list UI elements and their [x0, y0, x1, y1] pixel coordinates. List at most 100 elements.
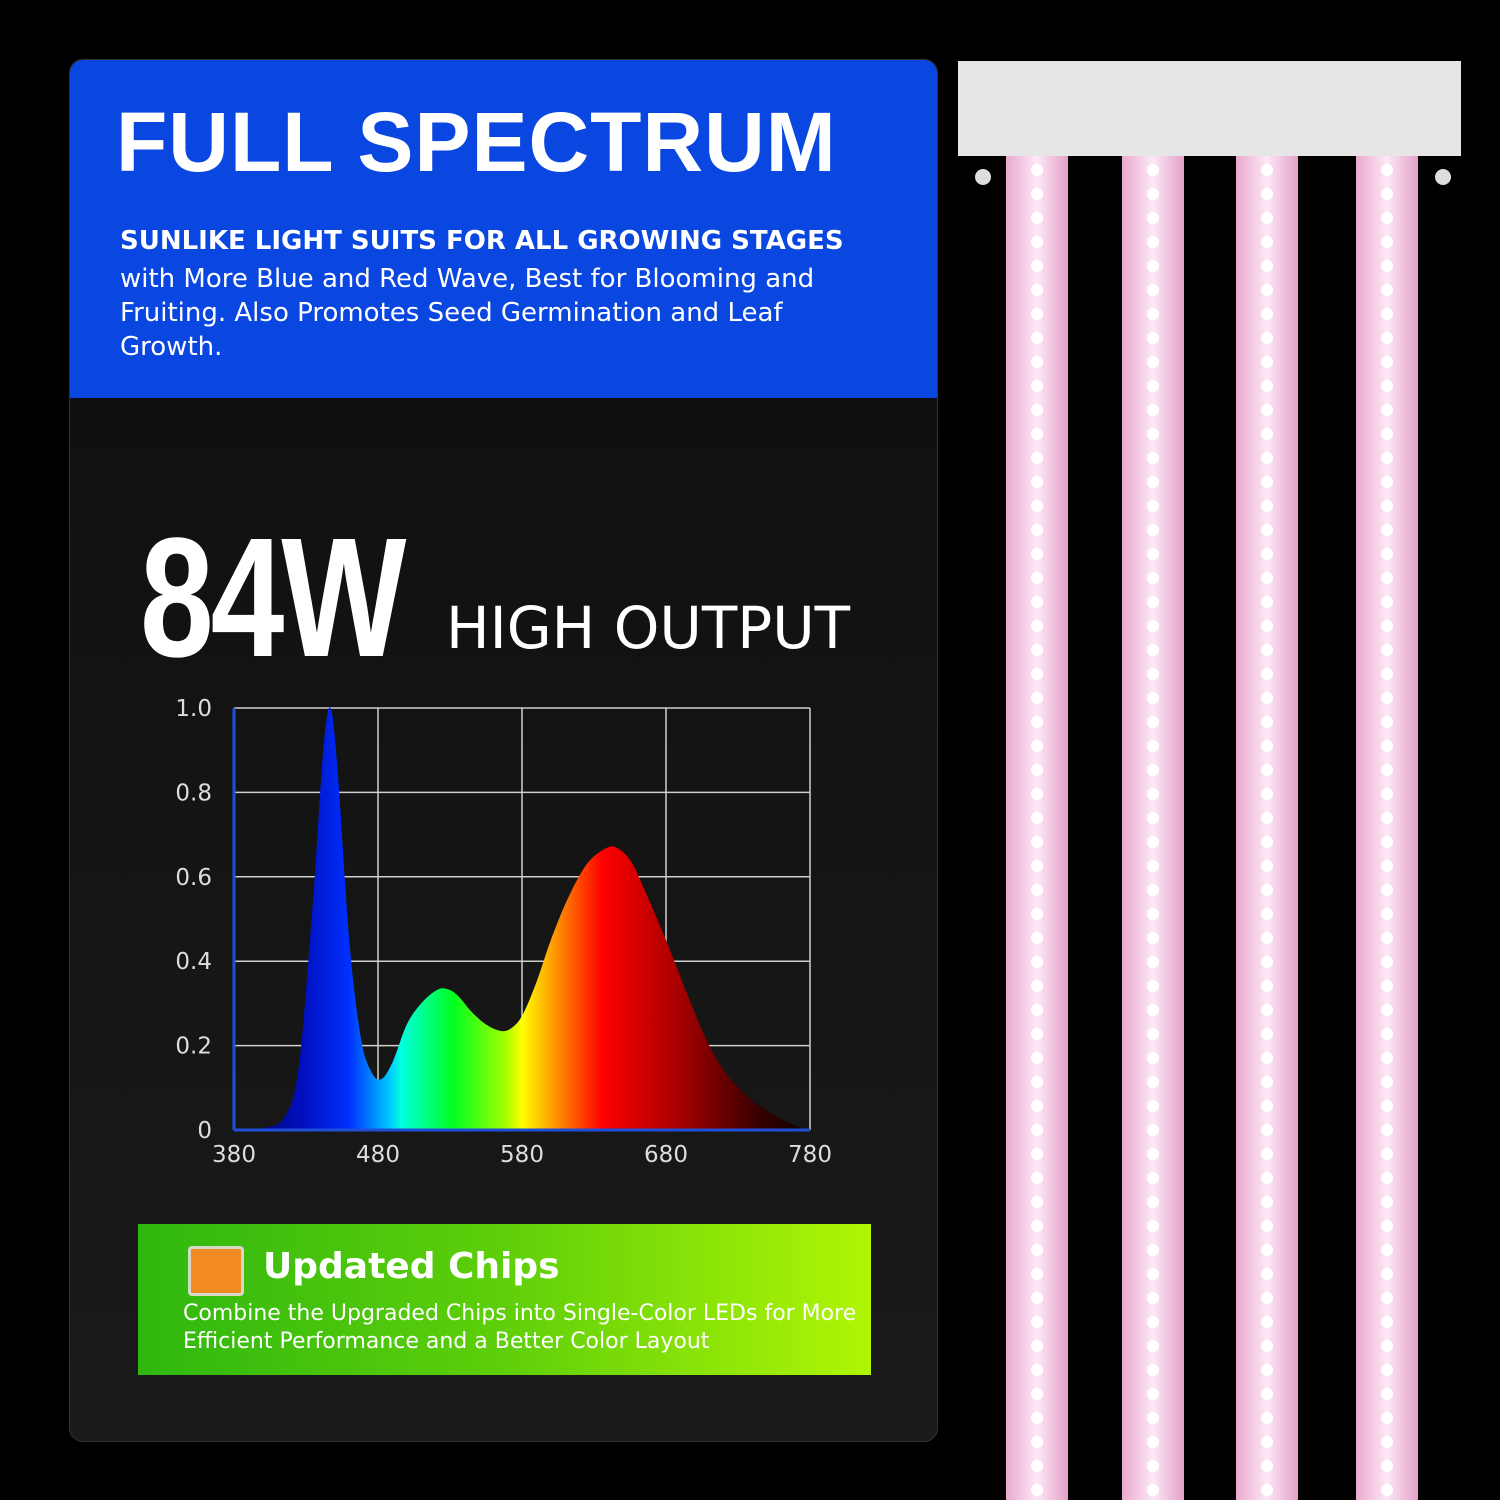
- led-dot: [1381, 932, 1393, 944]
- led-dot: [1261, 332, 1273, 344]
- led-dot: [1147, 1172, 1159, 1184]
- led-dot: [1261, 692, 1273, 704]
- led-dot: [1031, 1388, 1043, 1400]
- led-dot: [1261, 236, 1273, 248]
- led-dot: [1031, 812, 1043, 824]
- led-dot: [1261, 596, 1273, 608]
- led-dot: [1261, 212, 1273, 224]
- led-dot: [1147, 380, 1159, 392]
- led-dot: [1147, 308, 1159, 320]
- led-dot: [1261, 1148, 1273, 1160]
- led-dot: [1381, 500, 1393, 512]
- led-dot: [1147, 788, 1159, 800]
- led-dot: [1381, 356, 1393, 368]
- led-dot: [1031, 164, 1043, 176]
- led-dot: [1381, 1388, 1393, 1400]
- led-dot: [1147, 1028, 1159, 1040]
- led-dot: [1031, 260, 1043, 272]
- x-tick-label: 380: [212, 1142, 256, 1168]
- led-dot: [1147, 332, 1159, 344]
- description: with More Blue and Red Wave, Best for Bl…: [120, 264, 815, 362]
- led-dot: [1031, 236, 1043, 248]
- led-dot: [1031, 1124, 1043, 1136]
- led-dot: [1147, 1124, 1159, 1136]
- led-dot: [1381, 860, 1393, 872]
- led-dot: [1031, 548, 1043, 560]
- led-dot: [1381, 764, 1393, 776]
- led-dot: [1031, 380, 1043, 392]
- x-tick-label: 780: [788, 1142, 832, 1168]
- led-dot: [1031, 1460, 1043, 1472]
- led-dot: [1031, 740, 1043, 752]
- x-tick-label: 480: [356, 1142, 400, 1168]
- led-dot: [1261, 500, 1273, 512]
- led-dot: [1261, 1436, 1273, 1448]
- led-dot: [1031, 428, 1043, 440]
- led-dot: [1261, 1172, 1273, 1184]
- led-dot: [1147, 1292, 1159, 1304]
- led-dot: [1381, 716, 1393, 728]
- led-dot: [1381, 404, 1393, 416]
- led-dot: [1261, 548, 1273, 560]
- led-dot: [1147, 716, 1159, 728]
- led-dot: [1381, 908, 1393, 920]
- led-dot: [1147, 1220, 1159, 1232]
- led-dot: [1147, 1148, 1159, 1160]
- led-dot: [1261, 308, 1273, 320]
- led-dot: [1031, 596, 1043, 608]
- led-dot: [1147, 572, 1159, 584]
- led-dot: [1381, 884, 1393, 896]
- led-dot: [1381, 1100, 1393, 1112]
- led-dot: [1147, 356, 1159, 368]
- led-dot: [1261, 524, 1273, 536]
- led-dot: [1147, 1364, 1159, 1376]
- led-dot: [1261, 740, 1273, 752]
- chips-description: Combine the Upgraded Chips into Single-C…: [183, 1301, 857, 1354]
- led-dot: [1381, 1412, 1393, 1424]
- led-dot: [1031, 476, 1043, 488]
- led-dot: [1147, 980, 1159, 992]
- led-dot: [1381, 572, 1393, 584]
- mount-hole-left: [975, 169, 991, 185]
- led-dot: [1261, 1316, 1273, 1328]
- page-title: FULL SPECTRUM: [116, 95, 837, 189]
- led-dot: [1261, 572, 1273, 584]
- led-dot: [1031, 284, 1043, 296]
- led-dot: [1031, 908, 1043, 920]
- led-dot: [1261, 668, 1273, 680]
- led-dot: [1381, 1436, 1393, 1448]
- led-dot: [1031, 1364, 1043, 1376]
- led-dot: [1261, 1196, 1273, 1208]
- led-dot: [1031, 1292, 1043, 1304]
- subtitle: SUNLIKE LIGHT SUITS FOR ALL GROWING STAG…: [120, 226, 844, 256]
- led-dot: [1261, 1484, 1273, 1496]
- led-dot: [1381, 1484, 1393, 1496]
- led-dot: [1031, 524, 1043, 536]
- led-dot: [1147, 1436, 1159, 1448]
- led-dot: [1147, 476, 1159, 488]
- led-dot: [1147, 596, 1159, 608]
- led-dot: [1031, 452, 1043, 464]
- led-dot: [1031, 836, 1043, 848]
- led-dot: [1261, 260, 1273, 272]
- led-dot: [1381, 620, 1393, 632]
- led-dot: [1381, 260, 1393, 272]
- led-dot: [1261, 884, 1273, 896]
- led-dot: [1147, 1052, 1159, 1064]
- led-dot: [1381, 1172, 1393, 1184]
- led-dot: [1147, 1004, 1159, 1016]
- led-dot: [1147, 1316, 1159, 1328]
- led-dot: [1031, 1196, 1043, 1208]
- led-dot: [1381, 740, 1393, 752]
- led-dot: [1381, 1364, 1393, 1376]
- led-dot: [1147, 1412, 1159, 1424]
- led-dot: [1261, 404, 1273, 416]
- led-dot: [1147, 548, 1159, 560]
- x-tick-label: 580: [500, 1142, 544, 1168]
- led-dot: [1381, 1196, 1393, 1208]
- led-dot: [1261, 164, 1273, 176]
- led-dot: [1031, 188, 1043, 200]
- led-dot: [1031, 1004, 1043, 1016]
- led-dot: [1381, 428, 1393, 440]
